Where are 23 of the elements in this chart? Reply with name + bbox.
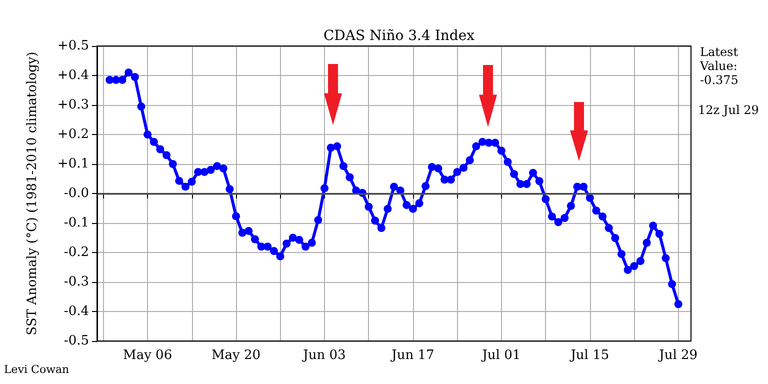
y-tick-label: -0.0 <box>64 186 89 201</box>
x-tick-label: May 20 <box>211 348 261 363</box>
y-tick-label: +0.1 <box>57 156 89 172</box>
x-tick-label: Jun 17 <box>390 348 434 363</box>
x-tick-label: Jul 15 <box>568 348 610 363</box>
text: 12z Jul 29 <box>698 103 759 117</box>
y-tick-label: +0.2 <box>57 127 89 142</box>
x-tick-label: Jun 03 <box>301 348 346 363</box>
x-tick-label: Jul 01 <box>480 348 521 363</box>
y-tick-label: +0.3 <box>57 98 89 112</box>
chart-title: CDAS Niño 3.4 Index <box>323 28 475 44</box>
y-tick-label: -0.4 <box>64 304 89 319</box>
x-tick-label: May 06 <box>123 348 172 363</box>
y-tick-label: -0.1 <box>64 216 89 230</box>
y-tick-label: -0.5 <box>64 334 89 348</box>
y-tick-label: -0.3 <box>64 274 89 290</box>
x-tick-label: Jul 29 <box>657 348 698 363</box>
y-tick-label: -0.2 <box>64 245 89 260</box>
y-tick-label: +0.4 <box>57 68 89 83</box>
text: Latest Value: -0.375 <box>699 45 738 87</box>
text: Levi Cowan <box>4 363 70 376</box>
y-axis-title: SST Anomaly (°C) (1981-2010 climatology) <box>25 52 40 336</box>
y-tick-label: +0.5 <box>57 38 89 54</box>
